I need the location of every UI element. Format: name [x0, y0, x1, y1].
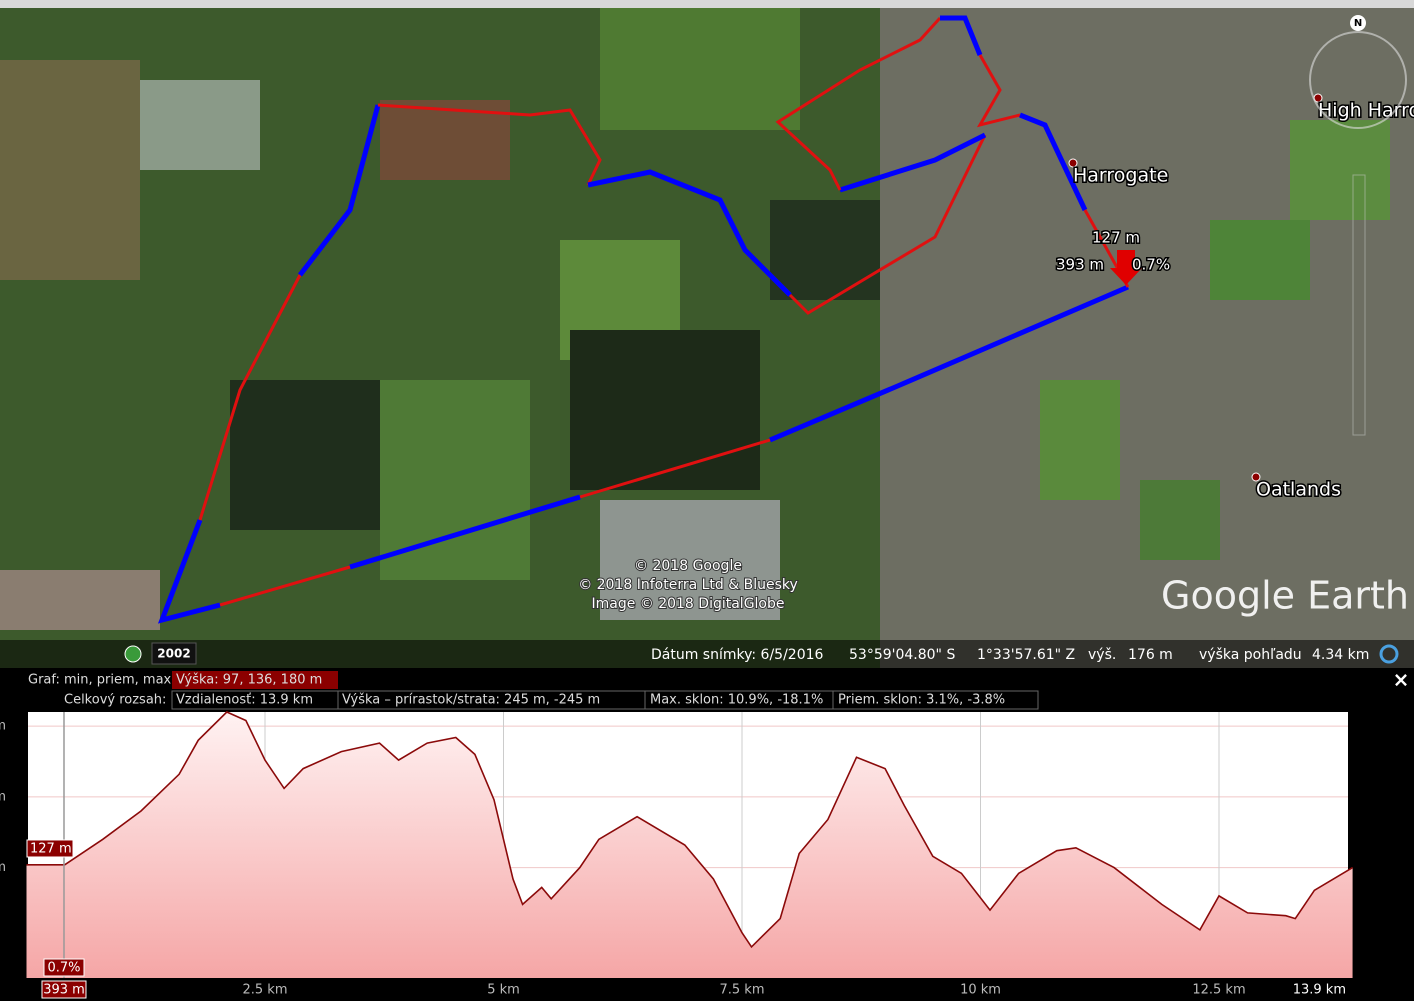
range-label: Celkový rozsah: — [64, 693, 166, 708]
gain-loss: Výška – prírastok/strata: 245 m, -245 m — [342, 693, 600, 708]
max-slope: Max. sklon: 10.9%, -18.1% — [650, 693, 823, 708]
elevation-line — [26, 711, 1354, 949]
zoom-slider[interactable] — [1352, 174, 1366, 436]
marker-elevation: 127 m — [1092, 229, 1140, 247]
y-tick-label: 125 m — [0, 860, 6, 875]
place-label: Oatlands — [1256, 479, 1341, 501]
x-tick-label: 10 km — [960, 983, 1001, 998]
cursor-grade-box — [43, 958, 85, 977]
compass[interactable] — [1309, 31, 1407, 129]
status-elev: 176 m — [1128, 647, 1173, 663]
copyright: Image © 2018 DigitalGlobe — [591, 596, 784, 612]
place-label: Harrogate — [1073, 165, 1168, 187]
marker-distance: 393 m — [1056, 256, 1104, 274]
y-tick-label: 175 m — [0, 719, 6, 734]
history-year: 2002 — [157, 647, 190, 661]
close-button[interactable]: × — [1393, 668, 1410, 692]
x-tick-label: 5 km — [487, 983, 520, 998]
height-stats: Výška: 97, 136, 180 m — [176, 673, 322, 688]
graph-label: Graf: min, priem, max — [28, 673, 172, 688]
x-tick-label: 7.5 km — [720, 983, 765, 998]
cursor-x-box — [41, 980, 87, 999]
distance: Vzdialenosť: 13.9 km — [176, 693, 313, 708]
copyright: © 2018 Infoterra Ltd & Bluesky — [578, 577, 798, 593]
status-elev-label: výš. — [1088, 647, 1116, 663]
history-button[interactable] — [124, 645, 142, 663]
marker-grade: 0.7% — [1132, 256, 1170, 274]
y-tick-label: 150 m — [0, 789, 6, 804]
x-tick-label: 12.5 km — [1192, 983, 1245, 998]
x-tick-label: 13.9 km — [1293, 983, 1346, 998]
elevation-area — [26, 712, 1353, 978]
status-eye: 4.34 km — [1312, 647, 1369, 663]
x-tick-label: 2.5 km — [243, 983, 288, 998]
loading-indicator — [1379, 644, 1399, 664]
graph-info: Graf: min, priem, max Výška: 97, 136, 18… — [28, 668, 1409, 710]
cursor-y-label: 127 m — [30, 841, 72, 856]
status-lon: 1°33'57.61" Z — [977, 647, 1075, 663]
logo: Google Earth — [1161, 574, 1409, 618]
cursor-grade-label: 0.7% — [47, 961, 80, 976]
cursor-y-box — [26, 839, 74, 858]
compass-north: N — [1354, 18, 1362, 29]
status-eye-label: výška pohľadu — [1199, 647, 1302, 663]
avg-slope: Priem. sklon: 3.1%, -3.8% — [838, 693, 1005, 708]
status-date: Dátum snímky: 6/5/2016 — [651, 647, 824, 663]
status-lat: 53°59'04.80" S — [849, 647, 955, 663]
map-view[interactable]: Harrogate High Harro Oatlands 127 m 393 … — [0, 0, 1414, 668]
copyright: © 2018 Google — [634, 558, 742, 574]
cursor-x-label: 393 m — [43, 983, 85, 998]
